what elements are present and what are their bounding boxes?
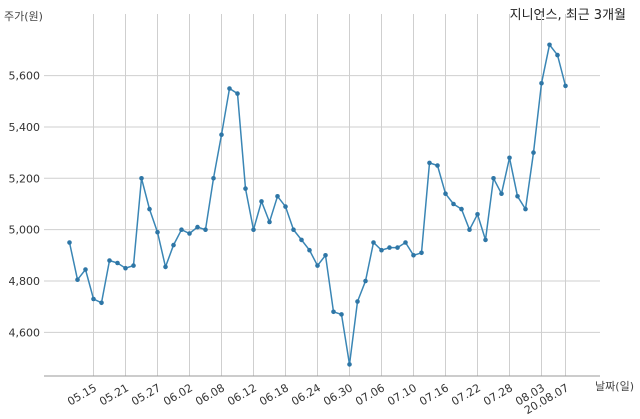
data-point	[131, 263, 136, 268]
data-point	[139, 176, 144, 181]
y-tick-label: 4,800	[9, 275, 41, 288]
chart-title: 지니언스, 최근 3개월	[509, 8, 626, 23]
data-point	[427, 160, 432, 166]
data-point	[227, 86, 232, 91]
data-point	[187, 231, 192, 236]
x-tick-label: 07.10	[385, 381, 419, 408]
data-point	[451, 201, 456, 207]
data-point	[547, 42, 552, 48]
x-tick-label: 05.15	[65, 381, 99, 408]
data-point	[307, 247, 312, 253]
y-tick-label: 4,600	[9, 326, 41, 339]
data-point	[515, 194, 520, 199]
data-point	[163, 264, 168, 270]
x-tick-label: 06.18	[257, 381, 291, 408]
x-tick-label: 07.22	[449, 381, 483, 408]
data-point	[251, 227, 256, 232]
data-point	[395, 245, 400, 250]
data-point	[275, 194, 280, 199]
data-point	[371, 240, 376, 245]
data-point	[523, 206, 528, 212]
x-tick-label: 07.06	[353, 381, 387, 408]
data-point	[531, 150, 536, 155]
y-tick-label: 5,400	[9, 121, 41, 134]
data-point	[363, 278, 368, 284]
data-point	[491, 176, 496, 181]
data-point	[555, 52, 560, 58]
data-point	[107, 258, 112, 263]
x-axis-label: 날짜(일)	[595, 380, 634, 393]
data-point	[243, 186, 248, 191]
grid-layer	[44, 14, 600, 377]
data-point	[115, 260, 120, 266]
x-tick-labels: 05.1505.2105.2706.0206.0806.1206.1806.24…	[65, 381, 571, 417]
data-point	[219, 132, 224, 137]
data-point	[291, 227, 296, 232]
data-point	[459, 206, 464, 212]
y-tick-label: 5,600	[9, 70, 41, 83]
data-point	[467, 227, 472, 232]
data-point	[259, 199, 264, 204]
data-point	[91, 296, 96, 302]
data-point	[419, 250, 424, 256]
data-point	[179, 227, 184, 232]
data-point	[267, 219, 272, 225]
data-point	[355, 299, 360, 304]
data-point	[379, 247, 384, 253]
x-tick-label: 06.30	[321, 381, 355, 408]
y-axis-label: 주가(원)	[4, 10, 43, 23]
data-point	[339, 312, 344, 317]
data-point	[195, 224, 200, 230]
data-point	[403, 240, 408, 245]
data-point	[155, 229, 160, 235]
data-point	[315, 263, 320, 268]
data-point	[539, 81, 544, 86]
data-point	[483, 237, 488, 243]
data-point	[347, 362, 352, 367]
data-point	[499, 191, 504, 196]
x-tick-label: 06.24	[289, 381, 323, 408]
data-point	[387, 245, 392, 250]
x-tick-label: 07.28	[481, 381, 515, 408]
data-point	[283, 204, 288, 209]
data-point	[75, 277, 80, 283]
y-tick-label: 5,000	[9, 224, 41, 237]
data-point	[435, 163, 440, 168]
y-tick-label: 5,200	[9, 172, 41, 185]
data-point	[211, 176, 216, 181]
x-tick-label: 06.02	[161, 381, 195, 408]
data-point	[67, 240, 72, 245]
data-point	[507, 155, 512, 161]
data-point	[203, 227, 208, 232]
data-point	[99, 300, 104, 306]
data-point	[123, 265, 128, 271]
data-point	[171, 242, 176, 248]
data-point	[299, 237, 304, 243]
data-point	[147, 206, 152, 212]
data-points	[67, 42, 568, 367]
data-point	[475, 212, 480, 217]
data-point	[331, 309, 336, 315]
x-tick-label: 06.08	[193, 381, 227, 408]
y-tick-labels: 4,600 4,800 5,000 5,200 5,400 5,600	[9, 70, 41, 340]
x-tick-label: 05.27	[129, 381, 163, 408]
data-point	[443, 191, 448, 196]
data-point	[563, 83, 568, 89]
x-tick-label: 07.16	[417, 381, 451, 408]
data-point	[235, 91, 240, 96]
x-tick-label: 06.12	[225, 381, 259, 408]
x-tick-label: 05.21	[97, 381, 131, 408]
data-point	[323, 253, 328, 258]
data-point	[83, 267, 88, 272]
data-point	[411, 253, 416, 258]
